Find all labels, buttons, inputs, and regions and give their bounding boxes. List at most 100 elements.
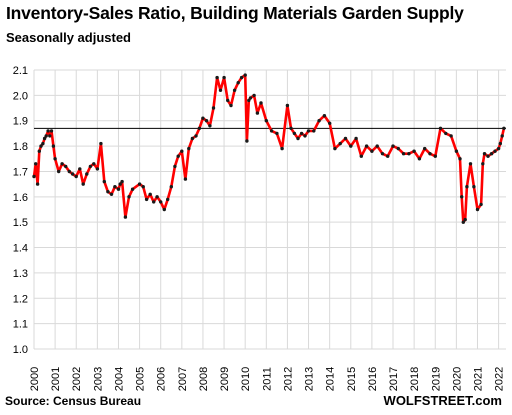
data-point bbox=[218, 88, 223, 93]
data-point bbox=[482, 152, 487, 156]
chart-title: Inventory-Sales Ratio, Building Material… bbox=[6, 3, 464, 23]
data-point bbox=[141, 185, 145, 189]
data-point bbox=[463, 217, 467, 222]
data-point bbox=[306, 129, 311, 133]
data-point bbox=[51, 144, 56, 148]
x-tick-label: 2005 bbox=[135, 367, 147, 391]
data-point bbox=[208, 124, 212, 128]
data-point bbox=[32, 174, 36, 179]
x-tick-label: 2003 bbox=[92, 367, 104, 391]
data-point bbox=[264, 119, 268, 123]
data-point bbox=[370, 149, 374, 153]
data-point bbox=[428, 152, 432, 156]
data-point bbox=[380, 152, 385, 156]
data-point bbox=[354, 136, 358, 141]
data-point bbox=[359, 154, 363, 158]
x-tick-label: 2002 bbox=[71, 367, 83, 391]
data-point bbox=[226, 98, 230, 103]
data-point bbox=[118, 182, 122, 186]
data-point bbox=[444, 131, 448, 136]
data-point bbox=[498, 141, 502, 146]
data-point bbox=[458, 157, 462, 161]
data-point bbox=[166, 197, 170, 202]
data-point bbox=[148, 192, 152, 196]
data-point bbox=[190, 136, 195, 141]
data-point bbox=[116, 187, 121, 191]
data-point bbox=[162, 207, 166, 212]
data-point bbox=[92, 162, 96, 166]
y-tick-label: 2.1 bbox=[13, 65, 28, 77]
y-axis-ticks: 1.0 1.1 1.2 1.3 1.4 1.5 1.6 1.7 1.8 1.9 2.0 2.1 bbox=[13, 65, 28, 356]
data-point bbox=[338, 141, 342, 146]
data-point bbox=[317, 119, 321, 123]
data-point bbox=[460, 195, 464, 199]
x-tick-label: 2018 bbox=[409, 367, 421, 391]
data-point bbox=[396, 146, 400, 151]
data-point bbox=[201, 116, 205, 120]
data-point bbox=[34, 162, 38, 166]
data-point bbox=[95, 167, 100, 171]
data-point bbox=[37, 149, 41, 153]
y-tick-label: 1.1 bbox=[13, 319, 28, 331]
x-tick-label: 2020 bbox=[451, 367, 463, 391]
series-group bbox=[32, 73, 506, 224]
data-point bbox=[472, 185, 476, 189]
x-tick-label: 2017 bbox=[388, 367, 400, 391]
data-point bbox=[44, 134, 48, 138]
data-point bbox=[285, 103, 290, 108]
data-point bbox=[433, 154, 437, 158]
data-point bbox=[468, 162, 473, 166]
data-point bbox=[243, 73, 247, 77]
x-tick-label: 2011 bbox=[261, 367, 273, 391]
data-point bbox=[106, 190, 110, 194]
data-point bbox=[67, 169, 72, 174]
data-point bbox=[247, 98, 251, 103]
data-point bbox=[454, 149, 459, 153]
x-tick-label: 2008 bbox=[198, 367, 210, 391]
data-point bbox=[280, 146, 284, 151]
y-tick-label: 1.4 bbox=[13, 243, 28, 255]
data-point bbox=[500, 134, 504, 138]
x-tick-label: 2001 bbox=[50, 367, 62, 391]
x-tick-label: 2010 bbox=[240, 367, 252, 391]
data-point bbox=[35, 182, 40, 186]
data-point bbox=[391, 144, 395, 148]
data-point bbox=[449, 134, 453, 138]
data-point bbox=[120, 179, 124, 184]
x-tick-label: 2014 bbox=[325, 367, 337, 391]
data-point bbox=[41, 141, 45, 146]
x-tick-label: 2013 bbox=[304, 367, 316, 391]
data-point bbox=[475, 207, 480, 212]
data-point bbox=[292, 131, 297, 136]
data-point bbox=[113, 185, 117, 189]
data-point bbox=[322, 114, 327, 118]
data-point bbox=[39, 144, 43, 148]
data-point bbox=[375, 144, 379, 148]
data-point bbox=[236, 81, 240, 85]
watermark: WOLFSTREET.com bbox=[383, 393, 502, 408]
data-point bbox=[479, 202, 483, 207]
data-point bbox=[63, 164, 68, 169]
data-point bbox=[349, 144, 353, 148]
data-point bbox=[88, 164, 93, 169]
data-point bbox=[252, 93, 256, 98]
data-point bbox=[211, 106, 216, 110]
data-point bbox=[289, 126, 293, 130]
y-tick-label: 1.7 bbox=[13, 166, 28, 178]
data-point bbox=[60, 162, 64, 166]
y-tick-label: 1.9 bbox=[13, 116, 28, 128]
data-point bbox=[78, 167, 82, 171]
data-point bbox=[42, 136, 47, 141]
data-point bbox=[159, 200, 163, 204]
x-tick-label: 2016 bbox=[367, 367, 379, 391]
y-tick-label: 1.8 bbox=[13, 141, 28, 153]
y-tick-label: 1.2 bbox=[13, 293, 28, 305]
data-point bbox=[70, 172, 75, 176]
data-point bbox=[222, 75, 226, 80]
x-tick-label: 2019 bbox=[430, 367, 442, 391]
data-point bbox=[461, 220, 465, 224]
data-point bbox=[144, 197, 149, 202]
data-point bbox=[99, 141, 103, 146]
x-tick-label: 2009 bbox=[219, 367, 231, 391]
